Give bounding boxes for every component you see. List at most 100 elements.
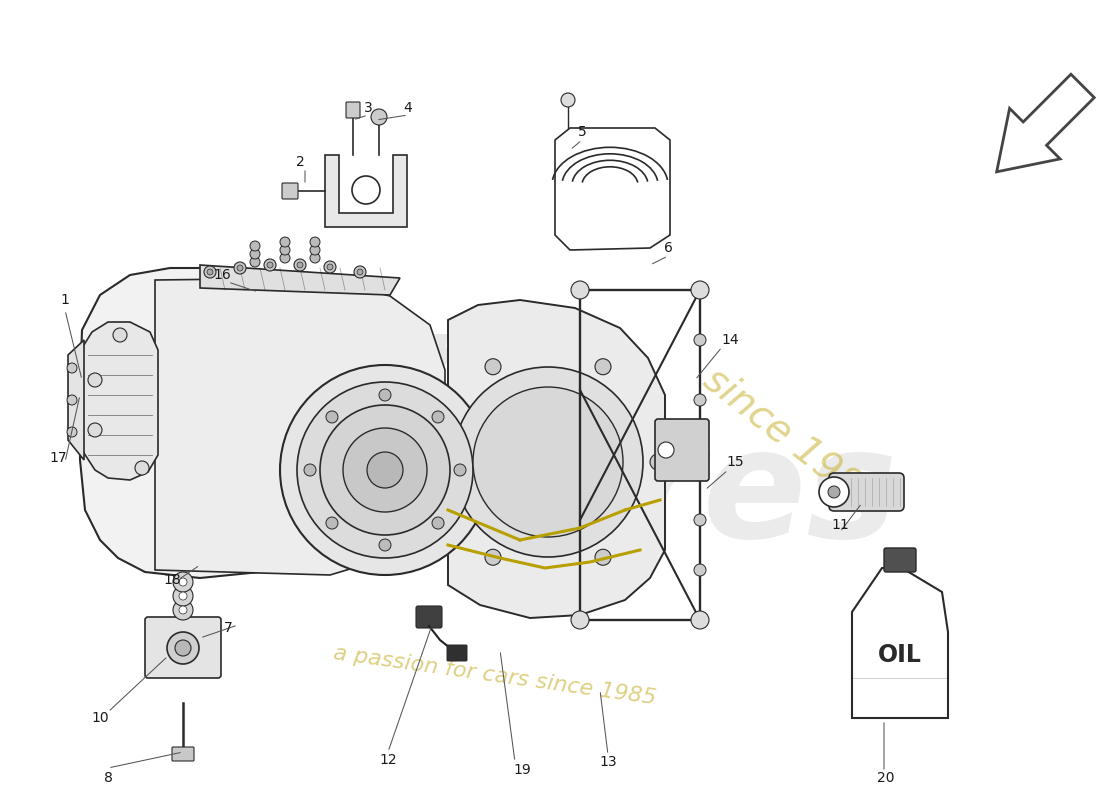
Circle shape xyxy=(310,237,320,247)
Text: 6: 6 xyxy=(663,241,672,255)
Circle shape xyxy=(234,262,246,274)
Circle shape xyxy=(343,428,427,512)
Circle shape xyxy=(297,382,473,558)
Text: since 1985: since 1985 xyxy=(696,360,888,520)
Text: 1: 1 xyxy=(60,293,69,307)
Text: 7: 7 xyxy=(223,621,232,635)
Circle shape xyxy=(67,363,77,373)
Circle shape xyxy=(694,394,706,406)
Circle shape xyxy=(175,640,191,656)
Circle shape xyxy=(207,269,213,275)
Circle shape xyxy=(658,442,674,458)
Polygon shape xyxy=(200,265,400,295)
Circle shape xyxy=(561,93,575,107)
Circle shape xyxy=(67,395,77,405)
Circle shape xyxy=(371,109,387,125)
Text: a passion for cars since 1985: a passion for cars since 1985 xyxy=(332,643,658,709)
Polygon shape xyxy=(68,340,84,460)
Circle shape xyxy=(297,262,302,268)
Circle shape xyxy=(379,389,390,401)
Circle shape xyxy=(379,539,390,551)
Circle shape xyxy=(179,606,187,614)
Polygon shape xyxy=(448,300,666,618)
Circle shape xyxy=(67,427,77,437)
Text: 20: 20 xyxy=(878,771,894,785)
Text: 3: 3 xyxy=(364,101,373,115)
Circle shape xyxy=(250,249,260,259)
Circle shape xyxy=(354,266,366,278)
Text: OIL: OIL xyxy=(878,643,922,667)
Circle shape xyxy=(113,328,127,342)
Polygon shape xyxy=(324,155,407,227)
FancyBboxPatch shape xyxy=(884,548,916,572)
Circle shape xyxy=(280,237,290,247)
Circle shape xyxy=(367,452,403,488)
Circle shape xyxy=(173,572,192,592)
Text: 16: 16 xyxy=(213,268,231,282)
Circle shape xyxy=(324,261,336,273)
Circle shape xyxy=(88,423,102,437)
Text: 15: 15 xyxy=(726,455,744,469)
FancyBboxPatch shape xyxy=(447,645,468,661)
Circle shape xyxy=(352,176,379,204)
FancyBboxPatch shape xyxy=(145,617,221,678)
Circle shape xyxy=(595,550,610,566)
Circle shape xyxy=(454,464,466,476)
Text: 11: 11 xyxy=(832,518,849,532)
Polygon shape xyxy=(852,568,948,718)
Polygon shape xyxy=(80,268,440,578)
FancyBboxPatch shape xyxy=(829,473,904,511)
Circle shape xyxy=(473,387,623,537)
Circle shape xyxy=(310,245,320,255)
Circle shape xyxy=(326,411,338,423)
FancyBboxPatch shape xyxy=(346,102,360,118)
Circle shape xyxy=(250,257,260,267)
Circle shape xyxy=(267,262,273,268)
Circle shape xyxy=(453,367,644,557)
Text: 2: 2 xyxy=(296,155,305,169)
Circle shape xyxy=(820,477,849,507)
Text: 12: 12 xyxy=(379,753,397,767)
Circle shape xyxy=(430,454,446,470)
Text: Pares: Pares xyxy=(422,422,898,570)
Circle shape xyxy=(236,265,243,271)
Circle shape xyxy=(694,334,706,346)
Circle shape xyxy=(327,264,333,270)
Circle shape xyxy=(135,461,149,475)
FancyBboxPatch shape xyxy=(654,419,710,481)
Text: 4: 4 xyxy=(404,101,412,115)
Circle shape xyxy=(694,564,706,576)
Circle shape xyxy=(280,253,290,263)
Circle shape xyxy=(694,454,706,466)
Circle shape xyxy=(650,454,666,470)
Circle shape xyxy=(167,632,199,664)
FancyBboxPatch shape xyxy=(172,747,194,761)
Circle shape xyxy=(694,514,706,526)
Text: 8: 8 xyxy=(103,771,112,785)
Text: 10: 10 xyxy=(91,711,109,725)
Circle shape xyxy=(432,517,444,529)
Circle shape xyxy=(485,550,501,566)
Circle shape xyxy=(280,365,490,575)
Text: euro: euro xyxy=(188,302,582,450)
Circle shape xyxy=(280,245,290,255)
Circle shape xyxy=(88,373,102,387)
Text: 5: 5 xyxy=(578,125,586,139)
Circle shape xyxy=(326,517,338,529)
Text: 19: 19 xyxy=(513,763,531,777)
Text: 13: 13 xyxy=(600,755,617,769)
Circle shape xyxy=(204,266,216,278)
Circle shape xyxy=(173,600,192,620)
Circle shape xyxy=(691,611,710,629)
Text: 18: 18 xyxy=(163,573,180,587)
Circle shape xyxy=(595,358,610,374)
Circle shape xyxy=(485,358,501,374)
Circle shape xyxy=(264,259,276,271)
Circle shape xyxy=(358,269,363,275)
FancyBboxPatch shape xyxy=(416,606,442,628)
Circle shape xyxy=(179,578,187,586)
Circle shape xyxy=(179,592,187,600)
FancyBboxPatch shape xyxy=(282,183,298,199)
Polygon shape xyxy=(82,322,158,480)
Circle shape xyxy=(571,611,588,629)
